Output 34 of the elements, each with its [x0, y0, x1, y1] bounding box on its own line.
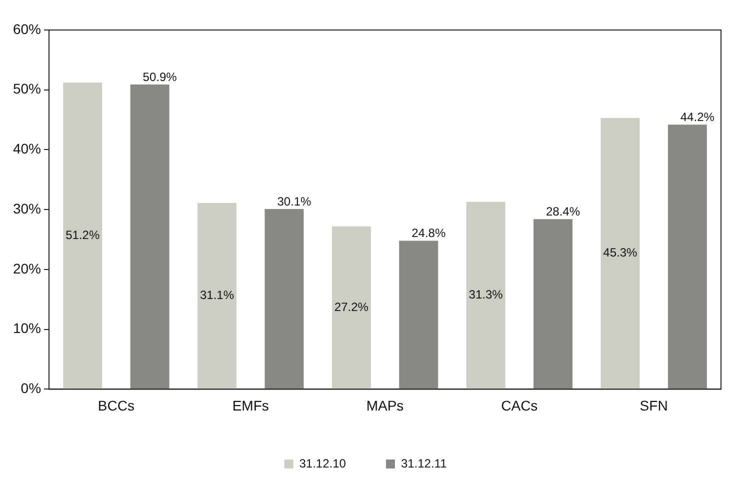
data-label: 44.2%	[680, 110, 715, 124]
data-label: 51.2%	[66, 228, 100, 242]
x-tick-label: CACs	[501, 397, 538, 414]
data-label: 30.1%	[277, 194, 312, 208]
x-tick-label: BCCs	[98, 397, 134, 414]
x-tick-label: EMFs	[232, 397, 269, 414]
bar	[63, 82, 102, 389]
y-tick-label: 50%	[12, 80, 42, 97]
legend-label: 31.12.11	[400, 456, 448, 470]
y-tick-label: 60%	[12, 20, 42, 37]
y-tick-label: 10%	[12, 320, 42, 336]
data-label: 27.2%	[334, 300, 369, 314]
x-tick-label: SFN	[640, 397, 668, 414]
y-tick-label: 0%	[20, 380, 42, 396]
legend-label: 31.12.10	[299, 456, 346, 470]
y-tick-label: 20%	[12, 260, 42, 276]
bar	[264, 209, 304, 389]
bar	[399, 240, 438, 389]
bar	[198, 203, 237, 389]
y-tick-label: 40%	[12, 140, 42, 157]
x-tick-label: MAPs	[366, 397, 404, 414]
data-label: 28.4%	[546, 204, 580, 218]
bar	[130, 84, 170, 389]
y-tick-label: 30%	[12, 200, 42, 216]
data-label: 45.3%	[603, 246, 638, 260]
data-label: 24.8%	[412, 226, 446, 240]
bar	[534, 219, 572, 389]
data-label: 31.3%	[468, 288, 504, 302]
data-label: 31.1%	[200, 288, 234, 302]
bar	[466, 202, 506, 389]
bar	[332, 226, 371, 389]
bar	[668, 124, 707, 389]
bar	[600, 118, 640, 389]
data-label: 50.9%	[142, 70, 178, 84]
